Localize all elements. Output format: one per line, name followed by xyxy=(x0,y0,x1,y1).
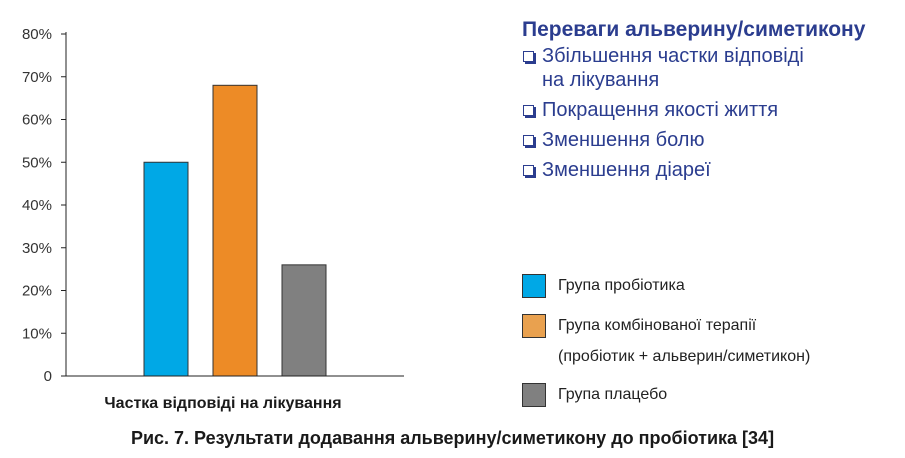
y-tick-label: 70% xyxy=(22,69,52,86)
benefits-title: Переваги альверину/симетикону xyxy=(522,18,866,41)
y-tick-label: 80% xyxy=(22,26,52,43)
legend-label-probiotic: Група пробіотика xyxy=(558,277,685,294)
benefits-panel: Переваги альверину/симетикону Збільшення… xyxy=(522,18,902,188)
checkbox-icon xyxy=(523,135,534,146)
legend-swatch-probiotic xyxy=(522,274,546,298)
legend-label-placebo: Група плацебо xyxy=(558,386,668,403)
benefit-item: Зменшення діареї xyxy=(522,158,902,182)
legend-item-probiotic: Група пробіотика xyxy=(522,274,685,298)
y-tick-label: 30% xyxy=(22,240,52,257)
legend-swatch-combo xyxy=(522,314,546,338)
y-tick-label: 10% xyxy=(22,325,52,342)
legend-swatch-placebo xyxy=(522,383,546,407)
y-tick-label: 40% xyxy=(22,197,52,214)
x-axis-label: Частка відповіді на лікування xyxy=(104,395,341,412)
legend-item-placebo: Група плацебо xyxy=(522,383,667,407)
benefit-item: Зменшення болю xyxy=(522,128,902,152)
bar-chart: 0 10% 20% 30% 40% 50% 60% 70% 80% Частка відпові… xyxy=(22,26,404,412)
checkbox-icon xyxy=(523,105,534,116)
bar-series-0 xyxy=(143,161,189,377)
bar-series-2 xyxy=(281,264,327,377)
benefit-label: Збільшення частки відповіді на лікування xyxy=(542,45,804,91)
figure-caption: Рис. 7. Результати додавання альверину/с… xyxy=(130,428,775,448)
y-tick-label: 60% xyxy=(22,112,52,129)
y-tick-label: 50% xyxy=(22,154,52,171)
legend-item-combo: Група комбінованої терапії xyxy=(522,314,756,338)
legend-label-combo: Група комбінованої терапії xyxy=(558,317,757,334)
benefit-item: Збільшення частки відповіді на лікування xyxy=(522,44,902,92)
benefit-label: Зменшення діареї xyxy=(542,159,711,181)
y-tick-label: 0 xyxy=(44,368,52,385)
checkbox-icon xyxy=(523,165,534,176)
checkbox-icon xyxy=(523,51,534,62)
benefit-label: Зменшення болю xyxy=(542,129,705,151)
benefit-label: Покращення якості життя xyxy=(542,99,779,121)
y-tick-label: 20% xyxy=(22,283,52,300)
legend-label-combo-sub: (пробіотик + альверин/симетикон) xyxy=(558,348,811,365)
benefit-item: Покращення якості життя xyxy=(522,98,902,122)
bar-series-1 xyxy=(212,84,258,377)
